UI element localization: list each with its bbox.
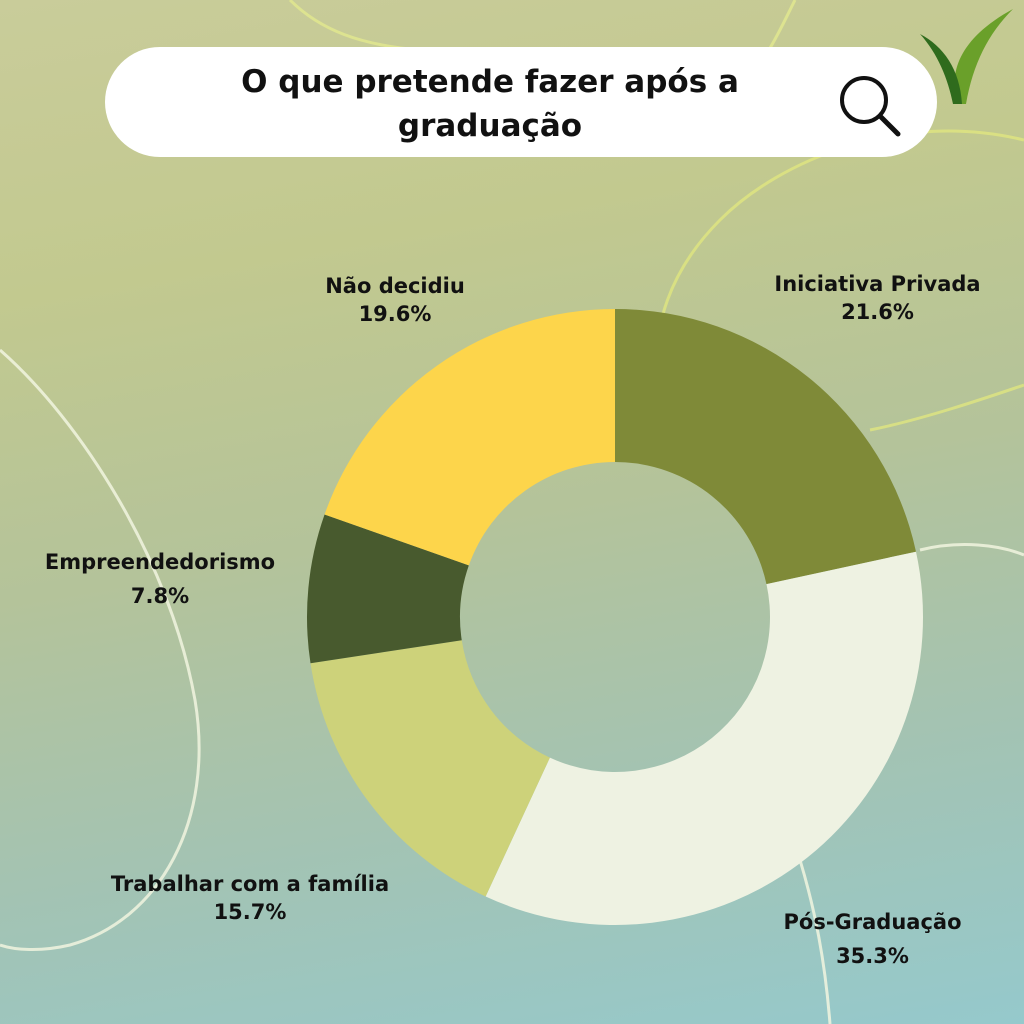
slice-label-nao-decidiu: Não decidiu 19.6%: [290, 272, 500, 328]
slice-iniciativa-privada: [615, 309, 916, 585]
slice-label-iniciativa-privada: Iniciativa Privada 21.6%: [745, 270, 1010, 326]
chart-title-line-2: graduação: [397, 108, 583, 144]
slice-pos-graduacao: [485, 551, 923, 925]
slice-value-pos-graduacao: 35.3%: [836, 944, 909, 968]
slice-name-pos-graduacao: Pós-Graduação: [783, 910, 962, 934]
slice-label-trabalhar-com-a-familia: Trabalhar com a família 15.7%: [70, 870, 430, 926]
slice-value-iniciativa-privada: 21.6%: [841, 300, 914, 324]
chart-title: O que pretende fazer após a graduação: [150, 60, 830, 148]
search-icon[interactable]: [834, 70, 906, 142]
slice-value-trabalhar-com-a-familia: 15.7%: [213, 900, 287, 924]
slice-nao-decidiu: [324, 309, 615, 566]
slice-name-empreendedorismo: Empreendedorismo: [44, 550, 276, 574]
slice-name-nao-decidiu: Não decidiu: [325, 274, 465, 298]
leaf-logo-icon: [920, 9, 1013, 104]
slice-name-trabalhar-com-a-familia: Trabalhar com a família: [110, 872, 390, 896]
slice-value-nao-decidiu: 19.6%: [358, 302, 432, 326]
slice-value-empreendedorismo: 7.8%: [130, 584, 190, 608]
slice-name-iniciativa-privada: Iniciativa Privada: [774, 272, 981, 296]
slice-label-empreendedorismo: Empreendedorismo 7.8%: [15, 545, 305, 613]
chart-title-line-1: O que pretende fazer após a: [241, 64, 739, 100]
search-bar: [105, 47, 937, 157]
slice-trabalhar-com-a-familia: [310, 640, 550, 897]
slice-empreendedorismo: [307, 514, 469, 664]
slice-label-pos-graduacao: Pós-Graduação 35.3%: [755, 905, 990, 973]
